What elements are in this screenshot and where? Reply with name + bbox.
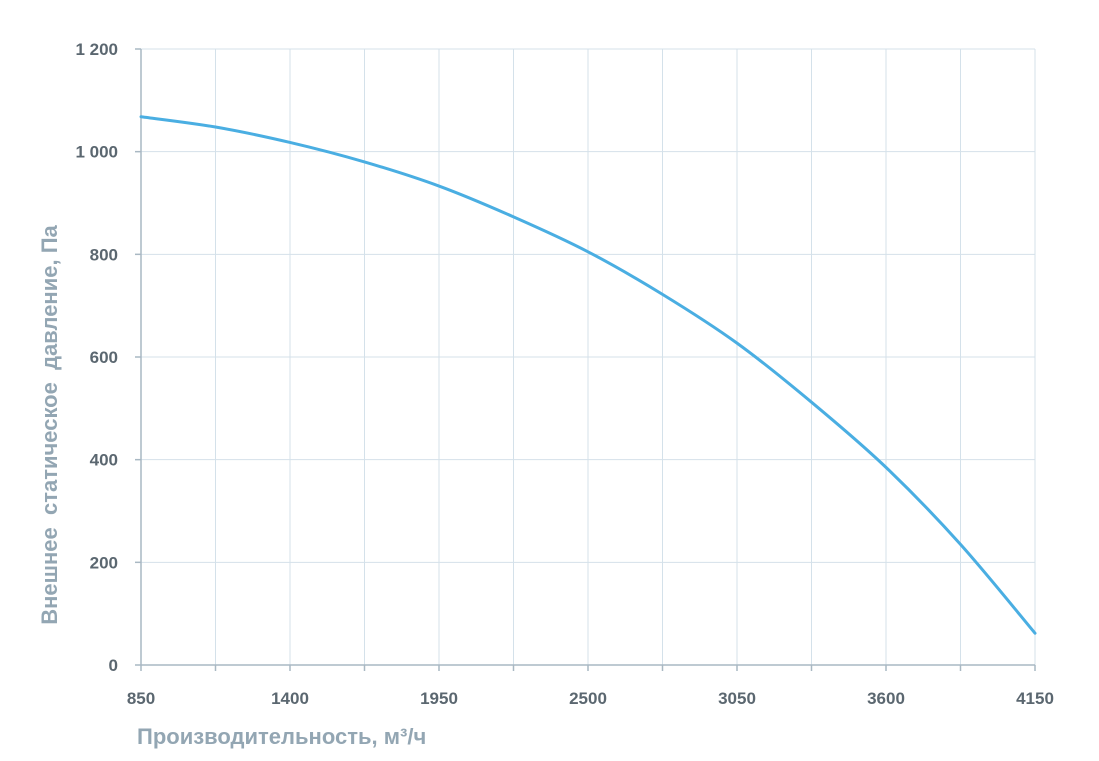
x-tick-label-4: 3050 <box>718 689 756 708</box>
y-tick-label-1: 200 <box>90 553 118 572</box>
series <box>139 115 1037 635</box>
x-tick-labels: 850 1400 1950 2500 3050 3600 4150 <box>127 665 1054 708</box>
x-tick-label-3: 2500 <box>569 689 607 708</box>
x-tick-label-2: 1950 <box>420 689 458 708</box>
grid <box>141 48 1036 665</box>
x-tick-label-6: 4150 <box>1016 689 1054 708</box>
y-tick-label-4: 800 <box>90 245 118 264</box>
x-axis-title: Производительность, м³/ч <box>137 724 426 749</box>
y-tick-label-0: 0 <box>109 656 118 675</box>
y-tick-label-6: 1 200 <box>75 40 118 59</box>
y-tick-label-5: 1 000 <box>75 143 118 162</box>
x-tick-label-0: 850 <box>127 689 155 708</box>
y-axis-title: Внешнее статическое давление, Па <box>37 224 62 624</box>
x-tick-label-1: 1400 <box>271 689 309 708</box>
y-tick-label-2: 400 <box>90 451 118 470</box>
y-tick-label-3: 600 <box>90 348 118 367</box>
series-line-0 <box>139 115 1037 635</box>
x-tick-label-5: 3600 <box>867 689 905 708</box>
y-tick-labels: 0 200 400 600 800 1 000 1 200 <box>75 40 141 675</box>
